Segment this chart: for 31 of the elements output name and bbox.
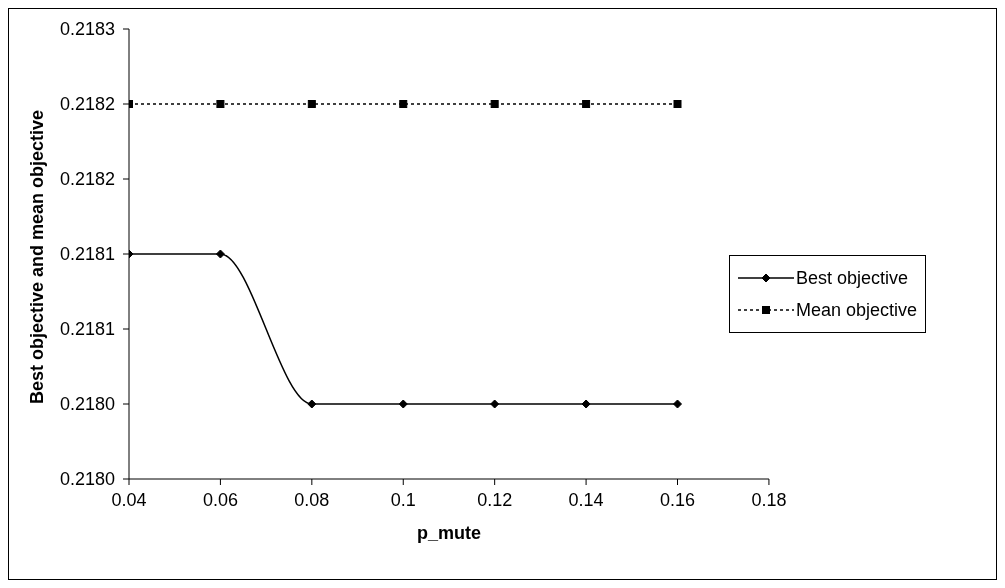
point <box>399 100 408 108</box>
y-tick-label: 0.2182 <box>59 94 115 115</box>
y-tick-label: 0.2183 <box>59 19 115 40</box>
point <box>490 399 500 409</box>
x-tick-label: 0.12 <box>477 489 513 510</box>
y-tick-label: 0.2180 <box>59 394 115 415</box>
point <box>307 100 316 108</box>
point <box>490 100 499 108</box>
x-tick-label: 0.1 <box>390 489 416 510</box>
x-tick-label: 0.18 <box>751 489 787 510</box>
y-tick-label: 0.2180 <box>59 469 115 490</box>
point <box>216 100 225 108</box>
y-axis-title: Best objective and mean objective <box>27 109 48 404</box>
point <box>307 399 317 409</box>
x-axis-title: p_mute <box>416 523 481 543</box>
y-tick-label: 0.2182 <box>59 169 115 190</box>
point <box>582 100 591 108</box>
y-tick-label: 0.2181 <box>59 319 115 340</box>
legend-label: Mean objective <box>795 299 917 321</box>
point <box>673 399 682 409</box>
point <box>673 100 682 108</box>
x-tick-label: 0.08 <box>294 489 330 510</box>
x-tick-label: 0.14 <box>568 489 604 510</box>
point <box>215 249 225 259</box>
x-tick-label: 0.16 <box>659 489 696 510</box>
x-tick-label: 0.06 <box>202 489 238 510</box>
y-tick-label: 0.2181 <box>59 244 115 265</box>
x-tick-label: 0.04 <box>111 489 147 510</box>
point <box>581 399 591 409</box>
point <box>398 399 408 409</box>
legend-label: Best objective <box>795 267 908 289</box>
